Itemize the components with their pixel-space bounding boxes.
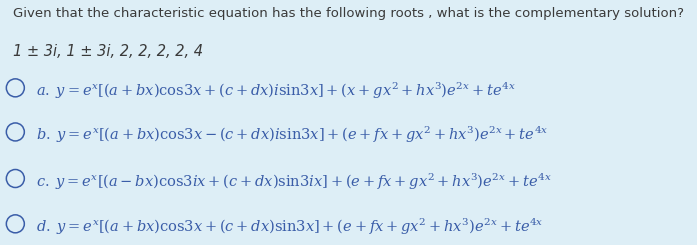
Text: Given that the characteristic equation has the following roots , what is the com: Given that the characteristic equation h… — [13, 7, 684, 20]
Text: $a.\; y = e^{x}[(a + bx)\mathrm{cos}3x + (c + dx)i\mathrm{sin}3x] + (x + gx^2 + : $a.\; y = e^{x}[(a + bx)\mathrm{cos}3x +… — [36, 81, 516, 101]
Text: $d.\; y = e^{x}[(a + bx)\mathrm{cos}3x + (c + dx)\mathrm{sin}3x] + (e + fx + gx^: $d.\; y = e^{x}[(a + bx)\mathrm{cos}3x +… — [36, 217, 544, 237]
Text: $b.\; y = e^{x}[(a + bx)\mathrm{cos}3x - (c + dx)i\mathrm{sin}3x] + (e + fx + gx: $b.\; y = e^{x}[(a + bx)\mathrm{cos}3x -… — [36, 125, 549, 145]
Text: $c.\; y = e^{x}[(a - bx)\mathrm{cos}3ix + (c + dx)\mathrm{sin}3ix] + (e + fx + g: $c.\; y = e^{x}[(a - bx)\mathrm{cos}3ix … — [36, 172, 552, 192]
Text: 1 ± 3i, 1 ± 3i, 2, 2, 2, 2, 4: 1 ± 3i, 1 ± 3i, 2, 2, 2, 2, 4 — [13, 44, 203, 59]
